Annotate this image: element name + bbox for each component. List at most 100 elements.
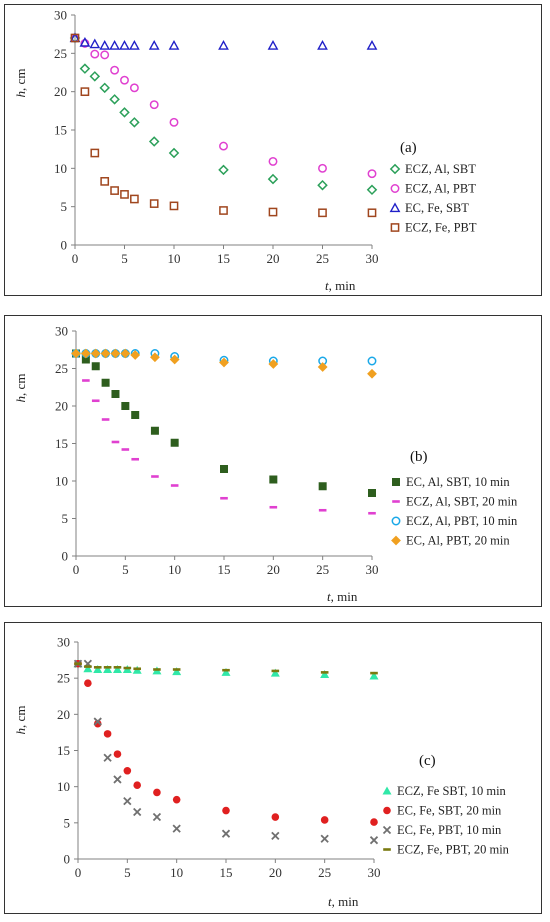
y-axis-label: h, cm — [13, 706, 28, 735]
data-point — [320, 670, 330, 679]
series-ec-fe-sbt — [69, 32, 378, 50]
x-axis-label: t, min — [328, 894, 359, 909]
data-point — [89, 71, 101, 82]
x-tick-label: 10 — [170, 865, 183, 880]
data-point — [267, 173, 279, 185]
data-point — [271, 831, 280, 840]
data-point — [90, 348, 101, 359]
legend-label: ECZ, Fe, PBT, 20 min — [397, 843, 510, 857]
legend-label: EC, Fe, PBT, 10 min — [397, 823, 502, 837]
data-point — [112, 664, 122, 673]
data-point — [120, 348, 131, 359]
data-point — [103, 664, 113, 673]
data-point — [103, 753, 112, 762]
legend-label: EC, Fe, SBT — [405, 201, 469, 215]
y-tick-label: 5 — [61, 199, 68, 214]
chart-a: 0 5 10 15 20 25 30 0 5 10 15 20 25 30 t, min h, cm (a) EC… — [13, 8, 477, 294]
x-tick-label: 5 — [121, 251, 128, 266]
data-point — [119, 107, 130, 118]
x-tick-label: 25 — [316, 562, 329, 577]
data-point — [81, 355, 90, 364]
data-point — [120, 75, 129, 85]
legend-marker — [382, 825, 392, 835]
data-point — [320, 816, 329, 824]
x-tick-label: 20 — [269, 865, 282, 880]
data-point — [83, 664, 93, 673]
legend-marker — [389, 163, 401, 175]
legend-label: ECZ, Al, PBT, 10 min — [406, 514, 518, 528]
data-point — [317, 362, 328, 372]
data-point — [109, 94, 120, 105]
y-tick-label: 20 — [55, 399, 68, 414]
data-point — [93, 664, 103, 673]
data-point — [99, 40, 111, 50]
y-tick-label: 30 — [57, 635, 70, 650]
series-ecz-fe-pbt-20-min — [74, 662, 378, 675]
legend-marker — [391, 516, 401, 526]
data-point — [133, 781, 141, 790]
data-point — [221, 829, 231, 838]
data-point — [110, 348, 121, 359]
data-point — [169, 354, 180, 365]
data-point — [110, 65, 120, 75]
y-tick-label: 20 — [57, 707, 70, 722]
chart-c: 0 5 10 15 20 25 30 0 5 10 15 20 25 30 t, min h, cm (c) EC… — [13, 635, 510, 910]
x-tick-label: 30 — [366, 562, 379, 577]
data-point — [368, 489, 376, 497]
legend-marker — [383, 806, 391, 815]
data-point — [131, 411, 140, 419]
data-point — [219, 206, 228, 215]
panel-a: 0 5 10 15 20 25 30 0 5 10 15 20 25 30 t, min h, cm (a) EC… — [4, 4, 542, 296]
data-point — [113, 750, 122, 758]
legend: ECZ, Fe SBT, 10 min EC, Fe, SBT, 20 min EC… — [382, 784, 510, 857]
data-point — [218, 40, 229, 50]
data-point — [170, 438, 179, 447]
x-tick-label: 20 — [267, 251, 280, 266]
data-point — [91, 362, 100, 371]
y-tick-label: 15 — [54, 123, 67, 138]
data-point — [148, 136, 160, 147]
data-point — [90, 148, 100, 158]
y-tick-label: 15 — [55, 436, 68, 451]
x-tick-label: 20 — [267, 562, 280, 577]
data-point — [119, 40, 130, 50]
data-point — [123, 766, 132, 775]
y-tick-label: 10 — [54, 161, 67, 176]
legend-label: EC, Al, SBT, 10 min — [406, 475, 510, 489]
series-ec-al-sbt-10-min — [72, 349, 376, 497]
data-point — [367, 368, 377, 379]
series-ecz-al-pbt — [70, 33, 377, 179]
data-point — [268, 156, 278, 166]
data-point — [270, 668, 280, 677]
data-point — [271, 813, 280, 821]
data-point — [123, 796, 132, 806]
data-point — [317, 40, 328, 50]
data-point — [149, 100, 159, 110]
panel-c: 0 5 10 15 20 25 30 0 5 10 15 20 25 30 t, min h, cm (c) EC… — [4, 622, 542, 914]
y-tick-label: 5 — [64, 815, 71, 830]
data-point — [367, 208, 377, 218]
data-point — [149, 199, 159, 208]
y-tick-label: 0 — [64, 852, 71, 867]
legend: ECZ, Al, SBT ECZ, Al, PBT EC, Fe, SBT ECZ, … — [389, 162, 477, 235]
data-point — [129, 83, 139, 93]
data-point — [90, 49, 100, 59]
data-point — [120, 190, 129, 199]
data-point — [70, 33, 80, 43]
y-tick-label: 15 — [57, 743, 70, 758]
data-point — [89, 38, 101, 49]
x-tick-label: 10 — [168, 251, 181, 266]
legend-label: ECZ, Fe, PBT — [405, 221, 477, 235]
y-tick-label: 10 — [57, 779, 70, 794]
panel-b: 0 5 10 15 20 25 30 0 5 10 15 20 25 30 t, min h, cm (b) EC… — [4, 315, 542, 607]
data-point — [222, 806, 230, 815]
x-tick-label: 15 — [220, 865, 233, 880]
panel-label: (c) — [419, 753, 436, 769]
data-point — [370, 818, 378, 826]
data-point — [79, 36, 91, 47]
panel-label: (b) — [410, 449, 428, 465]
data-point — [169, 117, 179, 127]
legend-label: EC, Al, PBT, 20 min — [406, 534, 510, 548]
data-point — [369, 671, 379, 680]
x-tick-label: 15 — [217, 251, 230, 266]
